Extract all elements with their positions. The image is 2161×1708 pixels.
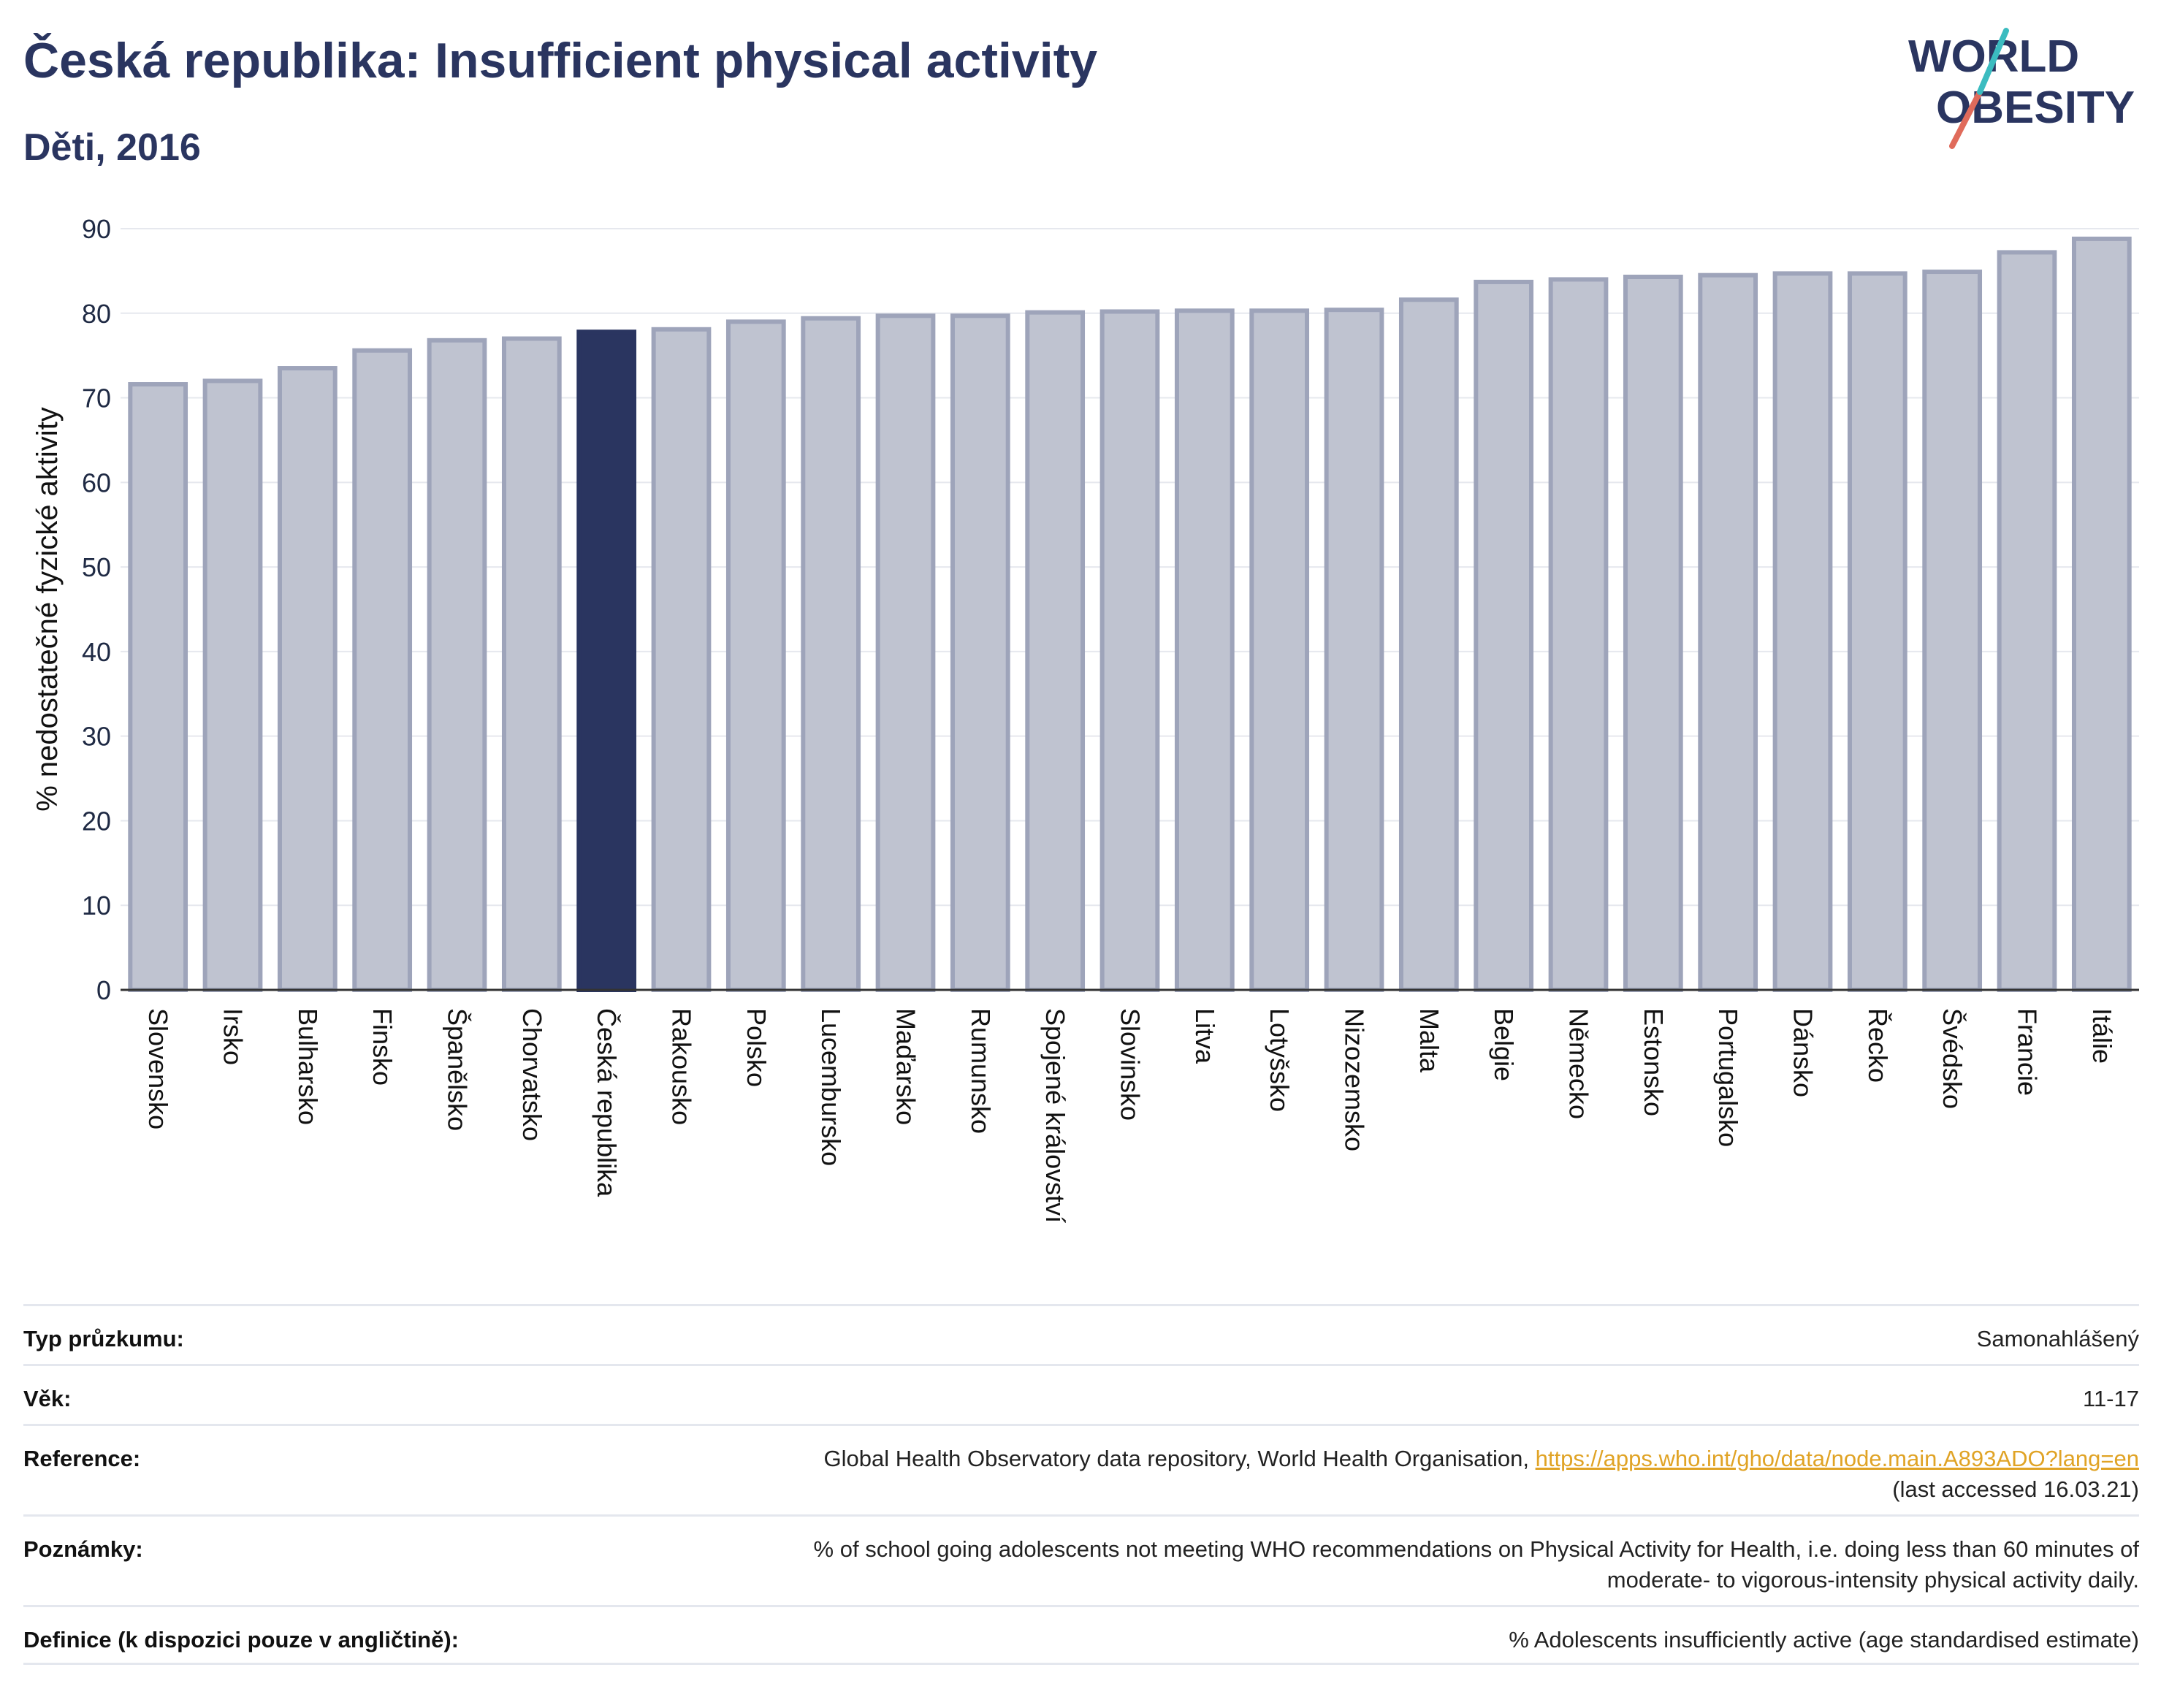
x-tick-label: Slovensko	[143, 1008, 173, 1129]
x-tick-label: Nizozemsko	[1340, 1008, 1370, 1151]
x-tick-label: Bulharsko	[293, 1008, 323, 1125]
bar	[1922, 270, 1983, 992]
x-tick-label: Litva	[1190, 1008, 1220, 1064]
meta-row: Definice (k dispozici pouze v angličtině…	[23, 1605, 2139, 1665]
meta-label: Poznámky:	[23, 1536, 143, 1562]
bar	[1772, 271, 1833, 992]
meta-label: Věk:	[23, 1386, 72, 1411]
bar	[1249, 308, 1310, 992]
meta-label: Typ průzkumu:	[23, 1326, 184, 1351]
meta-label: Reference:	[23, 1446, 141, 1471]
y-tick-label: 90	[82, 214, 111, 244]
meta-value: Samonahlášený	[1977, 1306, 2139, 1354]
x-tick-label: Slovinsko	[1116, 1008, 1146, 1121]
meta-value: % Adolescents insufficiently active (age…	[1509, 1607, 2139, 1655]
meta-value-text-2: moderate- to vigorous-intensity physical…	[1607, 1567, 2139, 1593]
meta-value: % of school going adolescents not meetin…	[814, 1517, 2139, 1595]
bar	[1025, 310, 1086, 992]
x-tick-label: Polsko	[742, 1008, 771, 1087]
x-tick-label: Řecko	[1863, 1008, 1893, 1083]
bar	[1474, 279, 1534, 992]
x-tick-label: Estonsko	[1639, 1008, 1669, 1116]
bar-highlight	[576, 329, 637, 992]
x-tick-label: Španělsko	[443, 1008, 473, 1131]
bar-chart: 0 10 20 30 40 50 60 70 80 90 Slovensko Irsko Bulhars…	[31, 214, 2139, 1223]
world-obesity-logo: WORLD OBESITY	[1908, 28, 2135, 149]
bar	[950, 313, 1010, 992]
bar	[501, 336, 562, 992]
meta-value-text: % of school going adolescents not meetin…	[813, 1536, 2139, 1562]
x-tick-label: Německo	[1564, 1008, 1594, 1119]
metadata-table: Typ průzkumu: Samonahlášený Věk: 11-17 Refer…	[23, 1304, 2139, 1665]
bar	[1623, 274, 1683, 992]
y-tick-label: 60	[82, 468, 111, 497]
x-tick-label: Chorvatsko	[517, 1008, 547, 1141]
y-tick-label: 0	[96, 975, 111, 1005]
bar	[1997, 250, 2057, 992]
x-tick-label: Lotyšsko	[1265, 1008, 1295, 1112]
bar	[128, 382, 188, 992]
bar	[1698, 272, 1758, 992]
x-tick-label: Finsko	[367, 1008, 397, 1086]
x-tick-label: Portugalsko	[1713, 1008, 1743, 1147]
y-tick-label: 80	[82, 299, 111, 329]
axis-labels: 0 10 20 30 40 50 60 70 80 90 Slovensko Irsko Bulhars…	[31, 214, 2117, 1223]
meta-value: Global Health Observatory data repositor…	[824, 1426, 2139, 1505]
bar	[875, 313, 936, 992]
logo-slash-red	[1949, 89, 1983, 149]
meta-row: Věk: 11-17	[23, 1364, 2139, 1424]
x-tick-label: Lucembursko	[816, 1008, 846, 1166]
x-tick-label: Rakousko	[667, 1008, 697, 1125]
x-tick-label: Francie	[2013, 1008, 2043, 1096]
bar	[725, 319, 786, 993]
page-subtitle: Děti, 2016	[23, 126, 201, 169]
meta-value-text: 11-17	[2083, 1386, 2139, 1411]
meta-row: Poznámky: % of school going adolescents n…	[23, 1514, 2139, 1605]
x-tick-label: Švédsko	[1937, 1008, 1967, 1109]
reference-link[interactable]: https://apps.who.int/gho/data/node.main.…	[1535, 1446, 2139, 1471]
x-tick-label: Rumunsko	[966, 1008, 996, 1134]
meta-value-text: Global Health Observatory data repositor…	[823, 1446, 1536, 1471]
meta-value-text: Samonahlášený	[1976, 1326, 2139, 1351]
bar	[352, 348, 413, 993]
meta-row: Reference: Global Health Observatory data…	[23, 1424, 2139, 1514]
bar	[1324, 308, 1384, 992]
y-axis-title: % nedostatečné fyzické aktivity	[31, 407, 64, 812]
y-tick-label: 30	[82, 722, 111, 752]
bar	[277, 366, 338, 992]
bar	[1847, 271, 1907, 992]
y-tick-label: 70	[82, 384, 111, 413]
bar	[651, 327, 712, 992]
bar	[1099, 309, 1160, 992]
y-tick-label: 10	[82, 891, 111, 920]
bar	[1398, 297, 1459, 992]
bar	[1548, 277, 1609, 992]
y-tick-label: 40	[82, 637, 111, 667]
y-tick-label: 50	[82, 552, 111, 582]
x-tick-label: Česká republika	[592, 1008, 622, 1197]
bar	[427, 338, 487, 992]
x-tick-label: Belgie	[1489, 1008, 1519, 1081]
bar	[801, 316, 861, 993]
logo-slash-teal	[1977, 28, 2009, 95]
x-tick-label: Spojené království	[1040, 1008, 1070, 1223]
meta-value-text-2: (last accessed 16.03.21)	[1892, 1476, 2139, 1502]
x-tick-label: Malta	[1414, 1008, 1444, 1073]
x-tick-label: Dánsko	[1788, 1008, 1818, 1097]
meta-row: Typ průzkumu: Samonahlášený	[23, 1304, 2139, 1364]
page-title: Česká republika: Insufficient physical a…	[23, 33, 1098, 88]
bar	[2071, 236, 2132, 993]
bars	[128, 236, 2132, 993]
meta-label: Definice (k dispozici pouze v angličtině…	[23, 1627, 459, 1652]
x-tick-label: Irsko	[218, 1008, 248, 1065]
y-tick-label: 20	[82, 806, 111, 836]
meta-value-text: % Adolescents insufficiently active (age…	[1509, 1627, 2139, 1652]
bar	[1174, 308, 1235, 992]
bar	[202, 378, 263, 992]
meta-value: 11-17	[2083, 1366, 2139, 1414]
x-tick-label: Itálie	[2087, 1008, 2117, 1064]
x-tick-label: Maďarsko	[891, 1008, 921, 1125]
